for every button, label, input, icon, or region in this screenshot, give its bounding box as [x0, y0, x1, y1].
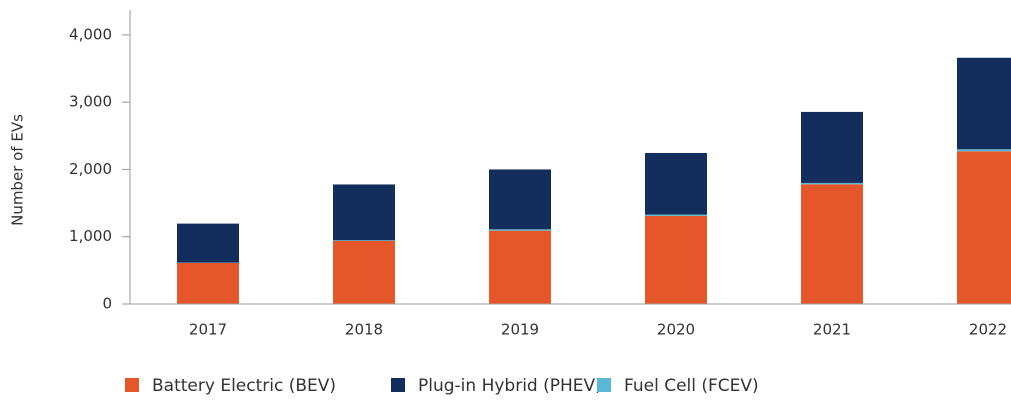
bar-segment [489, 230, 551, 304]
y-tick-label: 4,000 [69, 25, 112, 43]
bar-segment [489, 169, 551, 230]
bar-segment [957, 57, 1011, 150]
legend-label: Battery Electric (BEV) [152, 376, 336, 396]
y-axis-title: Number of EVs [9, 114, 27, 226]
bar-segment [801, 184, 863, 304]
y-tick-label: 2,000 [69, 160, 112, 178]
bar-segment [333, 240, 395, 241]
legend-label: Fuel Cell (FCEV) [624, 376, 759, 396]
legend-swatch [125, 378, 139, 392]
bar-segment [333, 184, 395, 241]
bar-segment [801, 111, 863, 183]
bar-segment [177, 223, 239, 263]
x-tick-label: 2017 [189, 321, 227, 339]
x-tick-label: 2022 [969, 321, 1007, 339]
bar-segment [489, 229, 551, 231]
y-tick-label: 1,000 [69, 227, 112, 245]
legend-swatch [391, 378, 405, 392]
legend-swatch [597, 378, 611, 392]
bar-segment [957, 149, 1011, 152]
x-tick-label: 2019 [501, 321, 539, 339]
y-tick-label: 0 [102, 295, 112, 313]
bar-segment [957, 151, 1011, 304]
bar-segment [645, 152, 707, 215]
bar-segment [645, 215, 707, 304]
x-tick-label: 2018 [345, 321, 383, 339]
x-tick-label: 2020 [657, 321, 695, 339]
x-tick-label: 2021 [813, 321, 851, 339]
legend-label: Plug-in Hybrid (PHEV) [418, 376, 602, 396]
bar-segment [333, 240, 395, 304]
y-tick-label: 3,000 [69, 93, 112, 111]
bar-segment [801, 182, 863, 185]
bar-segment [177, 262, 239, 304]
bar-segment [645, 214, 707, 216]
